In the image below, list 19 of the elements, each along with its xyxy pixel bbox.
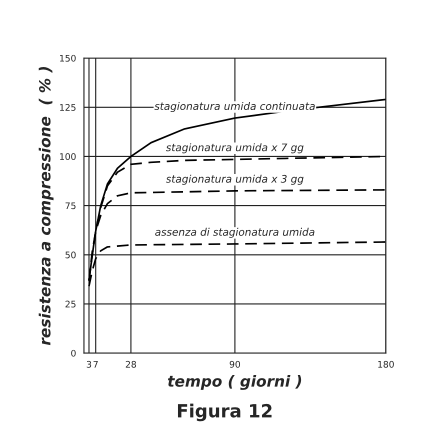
y-tick-label: 150 [60, 54, 76, 62]
series-label: stagionatura umida continuata [154, 102, 315, 112]
x-tick-label: 28 [126, 360, 136, 368]
x-axis-title: tempo ( giorni ) [168, 375, 302, 390]
y-tick-label: 100 [60, 153, 76, 160]
x-tick-label: 90 [230, 360, 240, 368]
y-tick-label: 75 [66, 202, 76, 210]
x-tick-label: 3 [86, 360, 92, 368]
text: Figura 12 [178, 404, 272, 422]
y-tick-label: 25 [65, 300, 76, 308]
series-label: assenza di stagionatura umida [155, 228, 314, 238]
x-tick-label: 7 [94, 361, 98, 368]
y-tick-label: 125 [60, 104, 76, 111]
series-label: stagionatura umida x 7 gg [166, 143, 304, 154]
y-axis-title: resistenza a compressione ( % ) [38, 67, 54, 346]
series-label: stagionatura umida x 3 gg [166, 174, 304, 185]
x-tick-label: 180 [378, 360, 394, 368]
y-tick-label: 50 [66, 252, 76, 258]
y-tick-label: 0 [71, 350, 76, 357]
